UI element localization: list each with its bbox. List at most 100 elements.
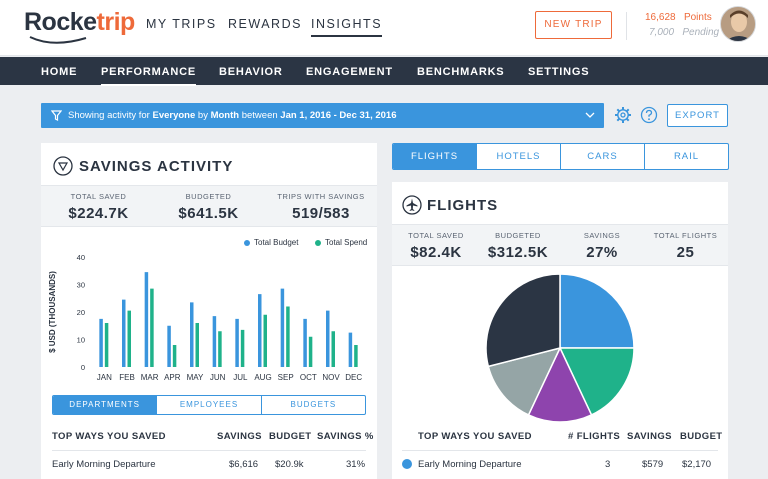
bar-total-budget[interactable] — [99, 318, 103, 367]
filter-who: Everyone — [152, 110, 196, 121]
stat-label: BUDGETED — [495, 231, 541, 240]
x-tick-label: JAN — [97, 373, 112, 382]
filter-text: Showing activity for Everyone by Month b… — [68, 103, 396, 128]
subnav-engagement[interactable]: ENGAGEMENT — [306, 66, 393, 78]
pie-slice[interactable] — [487, 346, 562, 416]
x-tick-label: SEP — [278, 373, 294, 382]
col-num-flights[interactable]: # FLIGHTS — [568, 431, 621, 442]
bar-total-budget[interactable] — [144, 272, 149, 367]
stat-total-saved: TOTAL SAVED $82.4K — [400, 231, 472, 261]
gear-icon[interactable] — [614, 106, 632, 124]
col-savings[interactable]: SAVINGS — [217, 431, 262, 442]
stat-value: $82.4K — [410, 244, 462, 261]
tab-employees[interactable]: EMPLOYEES — [156, 396, 260, 414]
help-icon[interactable] — [640, 106, 658, 124]
bar-total-budget[interactable] — [122, 299, 126, 367]
logo-swoosh-icon — [29, 36, 87, 44]
avatar-portrait-icon — [721, 7, 755, 41]
x-tick-label: JUN — [210, 373, 226, 382]
subnav-home[interactable]: HOME — [41, 66, 78, 78]
pie-slice[interactable] — [485, 273, 561, 368]
bar-total-budget[interactable] — [303, 318, 307, 367]
bar-total-spend[interactable] — [286, 306, 290, 368]
bar-total-spend[interactable] — [172, 345, 177, 367]
bar-total-spend[interactable] — [150, 288, 154, 367]
filter-between: between — [239, 110, 281, 121]
tab-hotels[interactable]: HOTELS — [476, 144, 560, 169]
bar-total-spend[interactable] — [104, 323, 109, 367]
bar-total-spend[interactable] — [195, 323, 200, 367]
pending-label: Pending — [682, 27, 720, 38]
stat-value: $224.7K — [68, 205, 129, 222]
subnav-settings[interactable]: SETTINGS — [528, 66, 590, 78]
subnav-benchmarks[interactable]: BENCHMARKS — [417, 66, 505, 78]
x-tick-label: MAR — [141, 373, 159, 382]
row-budget: $2,170 — [682, 459, 712, 470]
export-button[interactable]: EXPORT — [667, 104, 728, 127]
bar-total-spend[interactable] — [331, 331, 336, 367]
bar-total-budget[interactable] — [280, 288, 285, 367]
stat-budgeted: BUDGETED $312.5K — [482, 231, 554, 261]
points-line[interactable]: 16,628 Points — [645, 12, 712, 23]
stat-value: $641.5K — [178, 205, 239, 222]
legend-label: Total Spend — [325, 238, 368, 247]
stat-total-saved: TOTAL SAVED $224.7K — [51, 192, 146, 222]
bar-total-spend[interactable] — [127, 310, 132, 367]
bar-total-spend[interactable] — [308, 336, 313, 367]
bar-total-budget[interactable] — [167, 325, 171, 367]
new-trip-button[interactable]: NEW TRIP — [535, 11, 612, 39]
subnav-performance[interactable]: PERFORMANCE — [101, 66, 196, 86]
nav-rewards[interactable]: REWARDS — [228, 17, 302, 31]
pie-slice[interactable] — [559, 273, 635, 349]
rocketrip-logo[interactable]: Rocketrip — [24, 6, 135, 46]
nav-my-trips[interactable]: MY TRIPS — [146, 17, 217, 31]
x-tick-label: DEC — [345, 373, 362, 382]
tab-departments[interactable]: DEPARTMENTS — [53, 396, 157, 414]
tab-budgets[interactable]: BUDGETS — [260, 396, 365, 414]
bar-total-budget[interactable] — [212, 316, 217, 367]
bar-total-budget[interactable] — [258, 294, 262, 367]
x-tick-label: JUL — [233, 373, 248, 382]
sub-navigation: HOME PERFORMANCE BEHAVIOR ENGAGEMENT BEN… — [0, 57, 768, 86]
pie-slice[interactable] — [558, 347, 635, 416]
col-budget[interactable]: BUDGET — [680, 431, 723, 442]
col-savings-pct[interactable]: SAVINGS % — [317, 431, 374, 442]
subnav-behavior[interactable]: BEHAVIOR — [219, 66, 283, 78]
user-avatar[interactable] — [720, 6, 756, 42]
nav-insights[interactable]: INSIGHTS — [311, 17, 383, 37]
stat-label: TOTAL SAVED — [70, 192, 127, 201]
flights-title: FLIGHTS — [427, 197, 499, 214]
activity-filter-dropdown[interactable]: Showing activity for Everyone by Month b… — [41, 103, 604, 128]
tab-cars[interactable]: CARS — [560, 144, 644, 169]
y-tick-label: 20 — [77, 308, 85, 317]
logo-rocket: Rocke — [24, 8, 97, 36]
savings-stats-strip: TOTAL SAVED $224.7K BUDGETED $641.5K TRI… — [41, 185, 377, 227]
pie-slice[interactable] — [527, 346, 593, 423]
bar-total-spend[interactable] — [263, 314, 268, 367]
bar-total-budget[interactable] — [348, 332, 353, 367]
bar-total-budget[interactable] — [190, 302, 194, 367]
x-tick-label: NOV — [322, 373, 340, 382]
y-tick-label: 40 — [77, 253, 85, 262]
bar-total-spend[interactable] — [240, 329, 245, 367]
legend-label: Total Budget — [254, 238, 299, 247]
tab-rail[interactable]: RAIL — [644, 144, 728, 169]
filter-period: Month — [210, 110, 240, 121]
stat-label: TOTAL SAVED — [408, 231, 464, 240]
bar-total-budget[interactable] — [235, 318, 239, 367]
bar-total-spend[interactable] — [218, 331, 222, 367]
col-top-ways[interactable]: TOP WAYS YOU SAVED — [418, 431, 532, 442]
tab-flights[interactable]: FLIGHTS — [393, 144, 476, 169]
bar-total-spend[interactable] — [354, 345, 358, 367]
chevron-down-icon — [585, 112, 595, 118]
col-top-ways[interactable]: TOP WAYS YOU SAVED — [52, 431, 166, 442]
stat-value: $312.5K — [487, 244, 549, 261]
points-label: Points — [683, 12, 712, 23]
bar-total-budget[interactable] — [326, 310, 330, 367]
col-budget[interactable]: BUDGET — [269, 431, 312, 442]
col-savings[interactable]: SAVINGS — [627, 431, 672, 442]
row-pct: 31% — [346, 459, 366, 470]
stat-savings: SAVINGS 27% — [566, 231, 638, 261]
table-divider — [402, 450, 718, 451]
stat-label: TOTAL FLIGHTS — [653, 231, 718, 240]
